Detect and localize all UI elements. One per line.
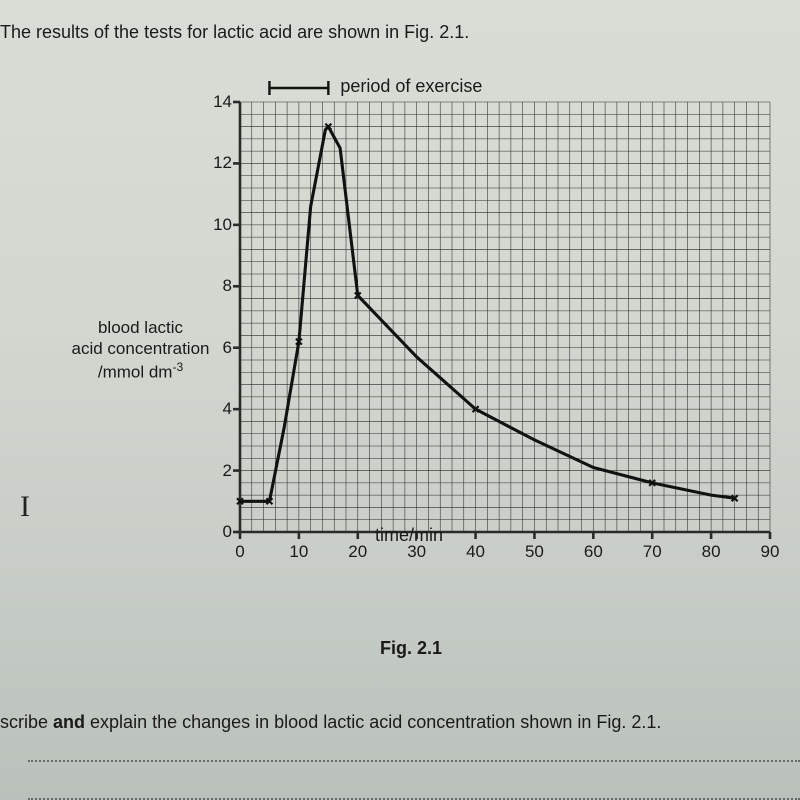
x-axis-label: time/min [375, 525, 443, 546]
x-tick-label: 90 [758, 542, 782, 562]
x-tick-label: 50 [522, 542, 546, 562]
y-tick-label: 6 [206, 338, 232, 358]
x-tick-label: 60 [581, 542, 605, 562]
question-text: scribe and explain the changes in blood … [0, 712, 661, 733]
y-tick-label: 2 [206, 461, 232, 481]
figure-caption: Fig. 2.1 [380, 638, 442, 659]
answer-line [28, 760, 800, 762]
period-label: period of exercise [340, 76, 482, 97]
x-tick-label: 40 [464, 542, 488, 562]
y-tick-label: 4 [206, 399, 232, 419]
x-tick-label: 70 [640, 542, 664, 562]
intro-text: The results of the tests for lactic acid… [0, 22, 469, 43]
x-tick-label: 0 [228, 542, 252, 562]
x-tick-label: 10 [287, 542, 311, 562]
y-axis-label: blood lactic acid concentration /mmol dm… [58, 317, 223, 382]
chart-svg [210, 62, 800, 602]
x-tick-label: 20 [346, 542, 370, 562]
y-tick-label: 0 [206, 522, 232, 542]
y-tick-label: 12 [206, 153, 232, 173]
y-tick-label: 14 [206, 92, 232, 112]
x-tick-label: 80 [699, 542, 723, 562]
text-cursor: I [20, 490, 30, 524]
y-tick-label: 10 [206, 215, 232, 235]
y-tick-label: 8 [206, 276, 232, 296]
